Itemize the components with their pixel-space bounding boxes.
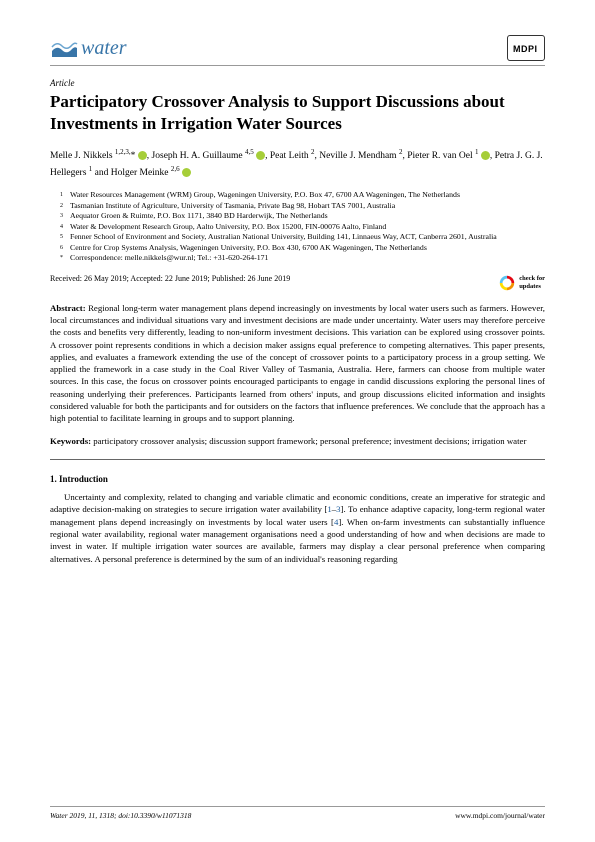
introduction-paragraph: Uncertainty and complexity, related to c…: [50, 491, 545, 565]
check-updates-icon: [498, 274, 516, 292]
affiliation-row: 2Tasmanian Institute of Agriculture, Uni…: [60, 201, 545, 212]
publication-dates: Received: 26 May 2019; Accepted: 22 June…: [50, 274, 290, 283]
section-title: 1. Introduction: [50, 474, 545, 484]
page-header: water MDPI: [50, 35, 545, 66]
authors-list: Melle J. Nikkels 1,2,3,* , Joseph H. A. …: [50, 147, 545, 180]
publisher-logo: MDPI: [507, 35, 545, 61]
keywords-label: Keywords:: [50, 436, 91, 446]
article-type: Article: [50, 78, 545, 88]
affiliation-row: 3Aequator Groen & Ruimte, P.O. Box 1171,…: [60, 211, 545, 222]
affiliations-list: 1Water Resources Management (WRM) Group,…: [50, 190, 545, 264]
check-updates-text: check forupdates: [519, 275, 545, 289]
water-wave-icon: [50, 37, 78, 59]
abstract-block: Abstract: Regional long-term water manag…: [50, 302, 545, 425]
page-footer: Water 2019, 11, 1318; doi:10.3390/w11071…: [50, 806, 545, 820]
keywords-block: Keywords: participatory crossover analys…: [50, 435, 545, 447]
journal-logo: water: [50, 37, 127, 60]
abstract-text: Regional long-term water management plan…: [50, 303, 545, 424]
footer-url: www.mdpi.com/journal/water: [455, 811, 545, 820]
affiliation-row: *Correspondence: melle.nikkels@wur.nl; T…: [60, 253, 545, 264]
journal-name: water: [81, 37, 127, 60]
section-separator: [50, 459, 545, 460]
abstract-label: Abstract:: [50, 303, 86, 313]
affiliation-row: 4Water & Development Research Group, Aal…: [60, 222, 545, 233]
svg-text:MDPI: MDPI: [513, 44, 538, 54]
article-title: Participatory Crossover Analysis to Supp…: [50, 91, 545, 135]
affiliation-row: 6Centre for Crop Systems Analysis, Wagen…: [60, 243, 545, 254]
affiliation-row: 5Fenner School of Environment and Societ…: [60, 232, 545, 243]
footer-citation: Water 2019, 11, 1318; doi:10.3390/w11071…: [50, 811, 191, 820]
affiliation-row: 1Water Resources Management (WRM) Group,…: [60, 190, 545, 201]
dates-row: Received: 26 May 2019; Accepted: 22 June…: [50, 274, 545, 292]
check-updates-badge[interactable]: check forupdates: [498, 274, 545, 292]
keywords-text: participatory crossover analysis; discus…: [93, 436, 526, 446]
